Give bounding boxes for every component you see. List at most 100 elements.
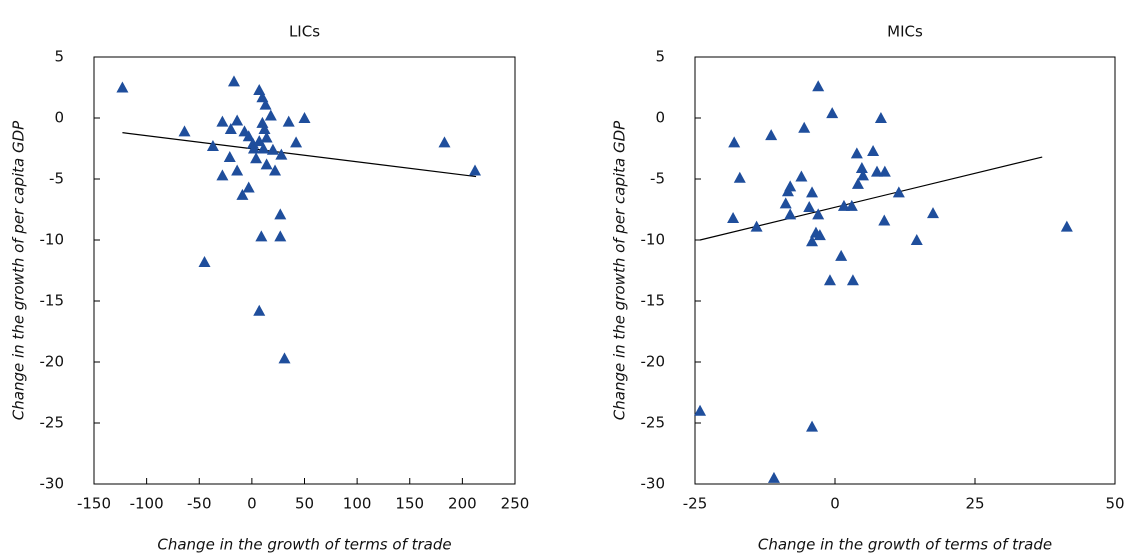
y-tick-label: 0 [655,109,665,127]
x-axis-label: Change in the growth of terms of trade [758,536,1052,554]
point [826,107,839,119]
point [224,122,237,134]
point [236,188,249,200]
y-tick-label: -15 [641,292,666,310]
point [227,75,240,87]
x-tick-label: 25 [965,495,984,513]
y-tick-label: -20 [641,353,666,371]
point [275,148,288,160]
point [750,220,763,232]
x-tick-label: 100 [343,495,372,513]
point [223,151,236,163]
point [250,152,263,164]
point [806,186,819,198]
point [274,208,287,220]
point [274,230,287,242]
point [878,214,891,226]
y-tick-label: -30 [40,475,65,493]
y-tick-label: -20 [40,353,65,371]
point [255,230,268,242]
point [231,164,244,176]
point [927,207,939,219]
y-axis-label: Change in the growth of per capita GDP [611,120,629,420]
point [784,208,797,220]
point [781,185,794,197]
point [257,142,270,154]
point [728,136,741,148]
x-tick-label: 0 [247,495,257,513]
point [260,158,273,170]
point [694,404,707,416]
x-tick-label: 150 [395,495,424,513]
point [874,112,887,123]
point [806,420,819,432]
point [812,208,825,220]
point [1060,220,1073,232]
point [253,135,266,147]
point [116,81,129,93]
y-tick-label: 5 [655,48,665,66]
point [258,122,271,134]
plot-frame [694,56,1116,485]
point [835,249,848,261]
y-tick-label: -5 [650,170,665,188]
point [878,165,891,177]
point [813,229,826,241]
point [178,125,191,137]
point [837,199,850,211]
x-tick-label: -25 [683,495,708,513]
point [231,114,244,126]
y-tick-label: 5 [54,48,64,66]
point [266,143,279,155]
trend-line [122,132,477,178]
y-tick-label: -25 [40,414,65,432]
point [871,165,883,177]
point [765,129,778,141]
x-tick-label: -50 [187,495,212,513]
point [269,164,282,176]
y-tick-label: -30 [641,475,666,493]
y-tick-label: -5 [49,170,64,188]
point [260,131,273,143]
point [278,352,291,364]
point [857,169,869,181]
point [910,234,923,245]
point [733,171,746,183]
point [803,201,816,213]
point [812,80,825,92]
point [855,162,868,174]
point [867,144,880,156]
point [298,112,311,123]
trend-line [699,156,1043,241]
point [253,304,266,316]
x-tick-label: -150 [77,495,111,513]
x-axis-label: Change in the growth of terms of trade [157,536,451,554]
point [795,170,808,182]
point [779,197,792,209]
point [845,199,858,211]
point [727,212,740,224]
y-tick-label: -10 [40,231,65,249]
point [216,115,229,127]
x-tick-label: 0 [830,495,840,513]
point [469,164,482,176]
point [198,255,211,267]
point [851,177,864,189]
point [242,130,255,142]
x-tick-label: 200 [448,495,477,513]
point [242,181,255,193]
point [767,471,780,483]
point [806,235,819,247]
chart-title: MICs [887,23,923,41]
chart-title: LICs [289,23,320,41]
y-axis-label: Change in the growth of per capita GDP [10,120,28,420]
point [290,136,303,148]
point [206,140,219,152]
point [892,186,905,198]
point [264,109,277,121]
x-tick-label: 50 [1105,495,1124,513]
y-tick-label: -10 [641,231,666,249]
point [846,274,859,286]
